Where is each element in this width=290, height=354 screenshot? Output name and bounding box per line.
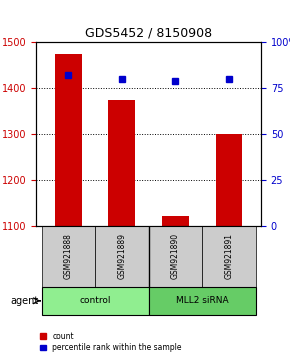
Text: GSM921889: GSM921889 [117,233,126,279]
Text: GSM921888: GSM921888 [64,233,73,279]
Text: control: control [79,296,111,305]
FancyBboxPatch shape [148,287,256,315]
Text: GSM921890: GSM921890 [171,233,180,279]
Title: GDS5452 / 8150908: GDS5452 / 8150908 [85,27,212,40]
Bar [215,134,242,225]
Text: agent: agent [11,296,39,306]
Bar [108,100,135,225]
FancyBboxPatch shape [148,225,202,287]
Text: GSM921891: GSM921891 [224,233,233,279]
FancyBboxPatch shape [41,287,148,315]
FancyBboxPatch shape [95,225,148,287]
Text: MLL2 siRNA: MLL2 siRNA [176,296,229,305]
Bar [162,216,189,225]
Bar [55,54,82,225]
FancyBboxPatch shape [41,225,95,287]
FancyBboxPatch shape [202,225,256,287]
Legend: count, percentile rank within the sample: count, percentile rank within the sample [39,330,183,354]
